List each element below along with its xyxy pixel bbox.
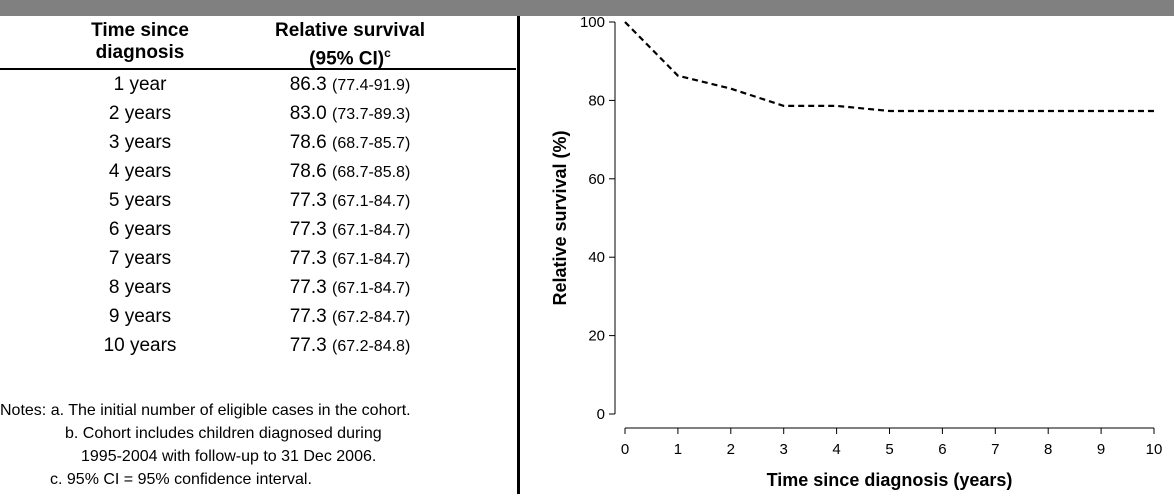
table-row: 7 years 77.3 (67.1-84.7) <box>0 244 516 273</box>
row-relative-survival: 77.3 (67.1-84.7) <box>250 215 450 245</box>
note-b-line2: 1995-2004 with follow-up to 31 Dec 2006. <box>81 448 377 465</box>
row-relative-survival: 77.3 (67.2-84.7) <box>250 302 450 332</box>
header-relative-survival: Relative survival (95% CI)c <box>250 20 450 70</box>
table-row: 1 year 86.3 (77.4-91.9) <box>0 70 516 99</box>
row-ci: (67.2-84.7) <box>332 309 411 326</box>
x-tick-label: 6 <box>938 441 946 458</box>
y-tick-label: 20 <box>588 328 605 345</box>
header-time-line1: Time since <box>91 20 189 41</box>
header-time-line2: diagnosis <box>95 42 185 63</box>
top-bar <box>0 0 1174 16</box>
table-row: 4 years 78.6 (68.7-85.8) <box>0 157 516 186</box>
table-row: 6 years 77.3 (67.1-84.7) <box>0 215 516 244</box>
y-tick-label: 0 <box>597 406 605 423</box>
table-row: 5 years 77.3 (67.1-84.7) <box>0 186 516 215</box>
x-tick-label: 9 <box>1097 441 1105 458</box>
row-relative-survival: 77.3 (67.1-84.7) <box>250 273 450 303</box>
y-tick-label: 60 <box>588 171 605 188</box>
row-time: 9 years <box>108 306 172 327</box>
row-value: 77.3 <box>289 190 327 211</box>
row-ci: (67.1-84.7) <box>332 222 411 239</box>
y-tick-label: 100 <box>580 16 605 31</box>
x-tick-label: 5 <box>885 441 893 458</box>
row-relative-survival: 77.3 (67.1-84.7) <box>250 186 450 216</box>
y-tick-label: 40 <box>588 249 605 266</box>
row-ci: (68.7-85.8) <box>332 164 411 181</box>
y-axis-title: Relative survival (%) <box>550 130 570 305</box>
row-ci: (67.1-84.7) <box>332 251 411 268</box>
row-relative-survival: 78.6 (68.7-85.8) <box>250 157 450 187</box>
row-time: 2 years <box>108 103 172 124</box>
table-row: 3 years 78.6 (68.7-85.7) <box>0 128 516 157</box>
header-rs-footnote-mark: c <box>384 46 391 60</box>
row-value: 86.3 <box>289 74 327 95</box>
row-time: 1 year <box>113 74 167 95</box>
x-tick-label: 1 <box>674 441 682 458</box>
row-relative-survival: 78.6 (68.7-85.7) <box>250 128 450 158</box>
row-ci: (77.4-91.9) <box>332 77 411 94</box>
header-rs-line1: Relative survival <box>275 20 425 41</box>
row-value: 83.0 <box>289 103 327 124</box>
row-value: 77.3 <box>289 306 327 327</box>
survival-table: Time since diagnosis Relative survival (… <box>0 16 516 494</box>
table-row: 8 years 77.3 (67.1-84.7) <box>0 273 516 302</box>
note-b-line1: b. Cohort includes children diagnosed du… <box>65 425 382 442</box>
x-tick-label: 2 <box>727 441 735 458</box>
row-time: 10 years <box>103 335 177 356</box>
row-ci: (73.7-89.3) <box>332 106 411 123</box>
note-c: c. 95% CI = 95% confidence interval. <box>50 471 312 488</box>
x-tick-label: 0 <box>621 441 629 458</box>
row-ci: (67.1-84.7) <box>332 280 411 297</box>
header-rule <box>0 68 516 70</box>
header-rs-line2: (95% CI)c <box>250 42 450 70</box>
survival-series-line <box>624 21 1154 113</box>
note-a: Notes: a. The initial number of eligible… <box>0 402 411 419</box>
row-relative-survival: 83.0 (73.7-89.3) <box>250 99 450 129</box>
x-tick-label: 4 <box>832 441 840 458</box>
row-value: 78.6 <box>289 132 327 153</box>
x-axis-title: Time since diagnosis (years) <box>767 470 1013 490</box>
table-row: 9 years 77.3 (67.2-84.7) <box>0 302 516 331</box>
row-time: 5 years <box>108 190 172 211</box>
x-tick-label: 8 <box>1044 441 1052 458</box>
y-tick-label: 80 <box>588 92 605 109</box>
table-row: 2 years 83.0 (73.7-89.3) <box>0 99 516 128</box>
row-value: 77.3 <box>289 277 327 298</box>
row-time: 7 years <box>108 248 172 269</box>
row-time: 8 years <box>108 277 172 298</box>
row-relative-survival: 86.3 (77.4-91.9) <box>250 70 450 100</box>
row-ci: (67.1-84.7) <box>332 193 411 210</box>
x-tick-label: 3 <box>780 441 788 458</box>
x-tick-label: 7 <box>991 441 999 458</box>
row-time: 6 years <box>108 219 172 240</box>
column-divider <box>517 16 520 494</box>
row-value: 78.6 <box>289 161 327 182</box>
row-time: 4 years <box>108 161 172 182</box>
row-relative-survival: 77.3 (67.1-84.7) <box>250 244 450 274</box>
table-row: 10 years 77.3 (67.2-84.8) <box>0 331 516 360</box>
notes: Notes: a. The initial number of eligible… <box>0 399 411 491</box>
row-value: 77.3 <box>289 219 327 240</box>
survival-line-chart: 0 20 40 60 80 100 0 1 2 3 4 5 6 7 8 9 10 Time since diagn… <box>550 16 1163 490</box>
row-ci: (68.7-85.7) <box>332 135 411 152</box>
row-ci: (67.2-84.8) <box>332 338 411 355</box>
row-time: 3 years <box>108 132 172 153</box>
x-tick-label: 10 <box>1146 441 1163 458</box>
row-value: 77.3 <box>289 335 327 356</box>
row-relative-survival: 77.3 (67.2-84.8) <box>250 331 450 361</box>
row-value: 77.3 <box>289 248 327 269</box>
header-time-since-diagnosis: Time since diagnosis <box>40 20 240 64</box>
header-rs-ci: (95% CI) <box>309 48 385 70</box>
